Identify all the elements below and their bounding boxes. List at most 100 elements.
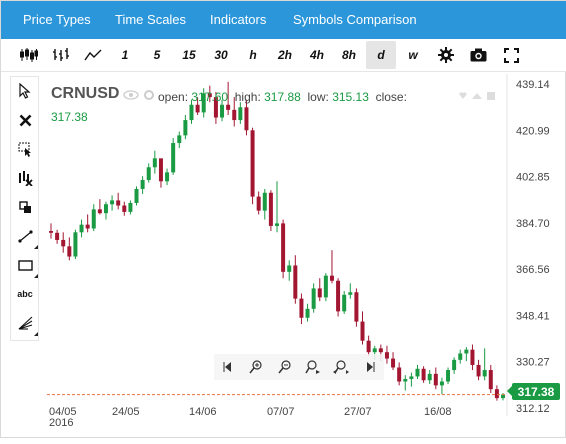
- close-label: close:: [375, 90, 407, 104]
- cursor-icon[interactable]: [11, 77, 39, 105]
- candle-body: [97, 209, 102, 214]
- menu-time-scales[interactable]: Time Scales: [115, 12, 187, 27]
- candle-body: [195, 104, 200, 113]
- timeframe-4h[interactable]: 4h: [309, 48, 324, 62]
- candle-body: [299, 298, 304, 318]
- submenu-corner: [34, 332, 38, 336]
- menu-bar: Price Types Time Scales Indicators Symbo…: [1, 1, 566, 39]
- candle-body: [55, 232, 60, 240]
- candle-body: [329, 275, 334, 281]
- scroll-left-icon[interactable]: [214, 356, 242, 378]
- candle-body: [287, 265, 292, 272]
- timeframe-5[interactable]: 5: [153, 48, 161, 62]
- candle-body: [391, 358, 396, 368]
- candle-body: [397, 367, 402, 382]
- high-label: high:: [234, 90, 261, 104]
- clone-icon[interactable]: [11, 193, 39, 221]
- move-up-icon[interactable]: [472, 93, 482, 99]
- close-series-icon[interactable]: [487, 92, 495, 100]
- candle-body: [409, 376, 414, 379]
- gear-icon[interactable]: [431, 41, 461, 69]
- candle-body: [342, 294, 347, 312]
- fan-icon[interactable]: [11, 309, 39, 337]
- candle-body: [403, 378, 408, 382]
- x-tick-label: 24/05: [112, 406, 140, 418]
- timeframe-w[interactable]: w: [408, 48, 418, 62]
- ohlc-bars-icon[interactable]: [46, 41, 76, 69]
- text-tool-icon[interactable]: abc: [11, 280, 39, 308]
- timeframe-15[interactable]: 15: [182, 48, 196, 62]
- symbol-name: CRNUSD: [51, 85, 120, 102]
- y-tick-label: 312.12: [516, 403, 550, 415]
- price-chart[interactable]: 439.14 420.99 402.85 384.70 366.56 348.41 330.…: [1, 72, 566, 439]
- candle-body: [250, 130, 255, 197]
- y-tick-label: 366.56: [516, 264, 550, 276]
- submenu-corner: [34, 245, 38, 249]
- candle-body: [165, 172, 170, 182]
- fullscreen-icon[interactable]: [496, 41, 526, 69]
- chart-navigation-bar: [214, 354, 384, 380]
- candle-body: [177, 135, 182, 144]
- scroll-right-icon[interactable]: [356, 356, 384, 378]
- y-tick-label: 384.70: [516, 218, 550, 230]
- candle-body: [275, 223, 279, 226]
- x-tick-label: 14/06: [189, 406, 217, 418]
- menu-price-types[interactable]: Price Types: [23, 12, 91, 27]
- delete-all-icon[interactable]: [11, 164, 39, 192]
- candle-body: [433, 373, 438, 386]
- candle-body: [439, 381, 444, 386]
- text-tool-label: abc: [17, 289, 33, 299]
- candle-body: [183, 120, 188, 136]
- candle-body: [116, 200, 121, 206]
- candle-body: [476, 364, 481, 377]
- candle-body: [140, 180, 145, 189]
- open-label: open:: [158, 90, 189, 104]
- timeframe-30[interactable]: 30: [214, 48, 228, 62]
- candle-body: [122, 205, 127, 212]
- gear-icon[interactable]: [144, 90, 154, 100]
- candle-body: [67, 246, 72, 257]
- zoom-right-icon[interactable]: [299, 356, 327, 378]
- reset-zoom-icon[interactable]: [327, 356, 355, 378]
- candle-body: [372, 348, 377, 353]
- delete-icon[interactable]: [11, 106, 39, 134]
- line-chart-icon[interactable]: [78, 41, 108, 69]
- y-tick-label: 330.27: [516, 357, 550, 369]
- select-delete-icon[interactable]: [11, 135, 39, 163]
- heart-icon[interactable]: [459, 92, 467, 99]
- candle-body: [378, 348, 383, 353]
- trend-line-icon[interactable]: [11, 222, 39, 250]
- candle-body: [336, 280, 341, 312]
- candles-icon[interactable]: [14, 41, 44, 69]
- candle-body: [384, 352, 389, 359]
- candle-body: [366, 340, 371, 353]
- candle-body: [317, 288, 322, 298]
- eye-icon[interactable]: [123, 90, 139, 100]
- candle-body: [207, 93, 212, 98]
- timeframe-2h[interactable]: 2h: [277, 48, 292, 62]
- candle-body: [421, 368, 426, 381]
- zoom-in-icon[interactable]: [242, 356, 270, 378]
- candle-body: [85, 224, 90, 229]
- rectangle-icon[interactable]: [11, 251, 39, 279]
- menu-indicators[interactable]: Indicators: [210, 12, 267, 27]
- candle-body: [146, 167, 151, 181]
- close-value: 317.38: [51, 110, 88, 124]
- timeframe-1[interactable]: 1: [121, 48, 129, 62]
- timeframe-d[interactable]: d: [366, 41, 396, 69]
- drawing-tools-sidebar: abc: [10, 76, 39, 341]
- candle-body: [458, 353, 463, 360]
- open-value: 317.60: [191, 90, 229, 104]
- camera-icon[interactable]: [463, 41, 493, 69]
- x-tick-label: 27/07: [344, 406, 372, 418]
- x-tick-label: 04/05: [49, 406, 77, 418]
- menu-symbols-comparison[interactable]: Symbols Comparison: [293, 12, 417, 27]
- timeframe-h[interactable]: h: [249, 48, 257, 62]
- series-controls: [459, 92, 495, 100]
- candle-body: [220, 104, 225, 118]
- candle-body: [171, 143, 176, 173]
- chart-area[interactable]: 439.14 420.99 402.85 384.70 366.56 348.41 330.…: [1, 72, 566, 439]
- zoom-out-icon[interactable]: [271, 356, 299, 378]
- timeframe-8h[interactable]: 8h: [341, 48, 356, 62]
